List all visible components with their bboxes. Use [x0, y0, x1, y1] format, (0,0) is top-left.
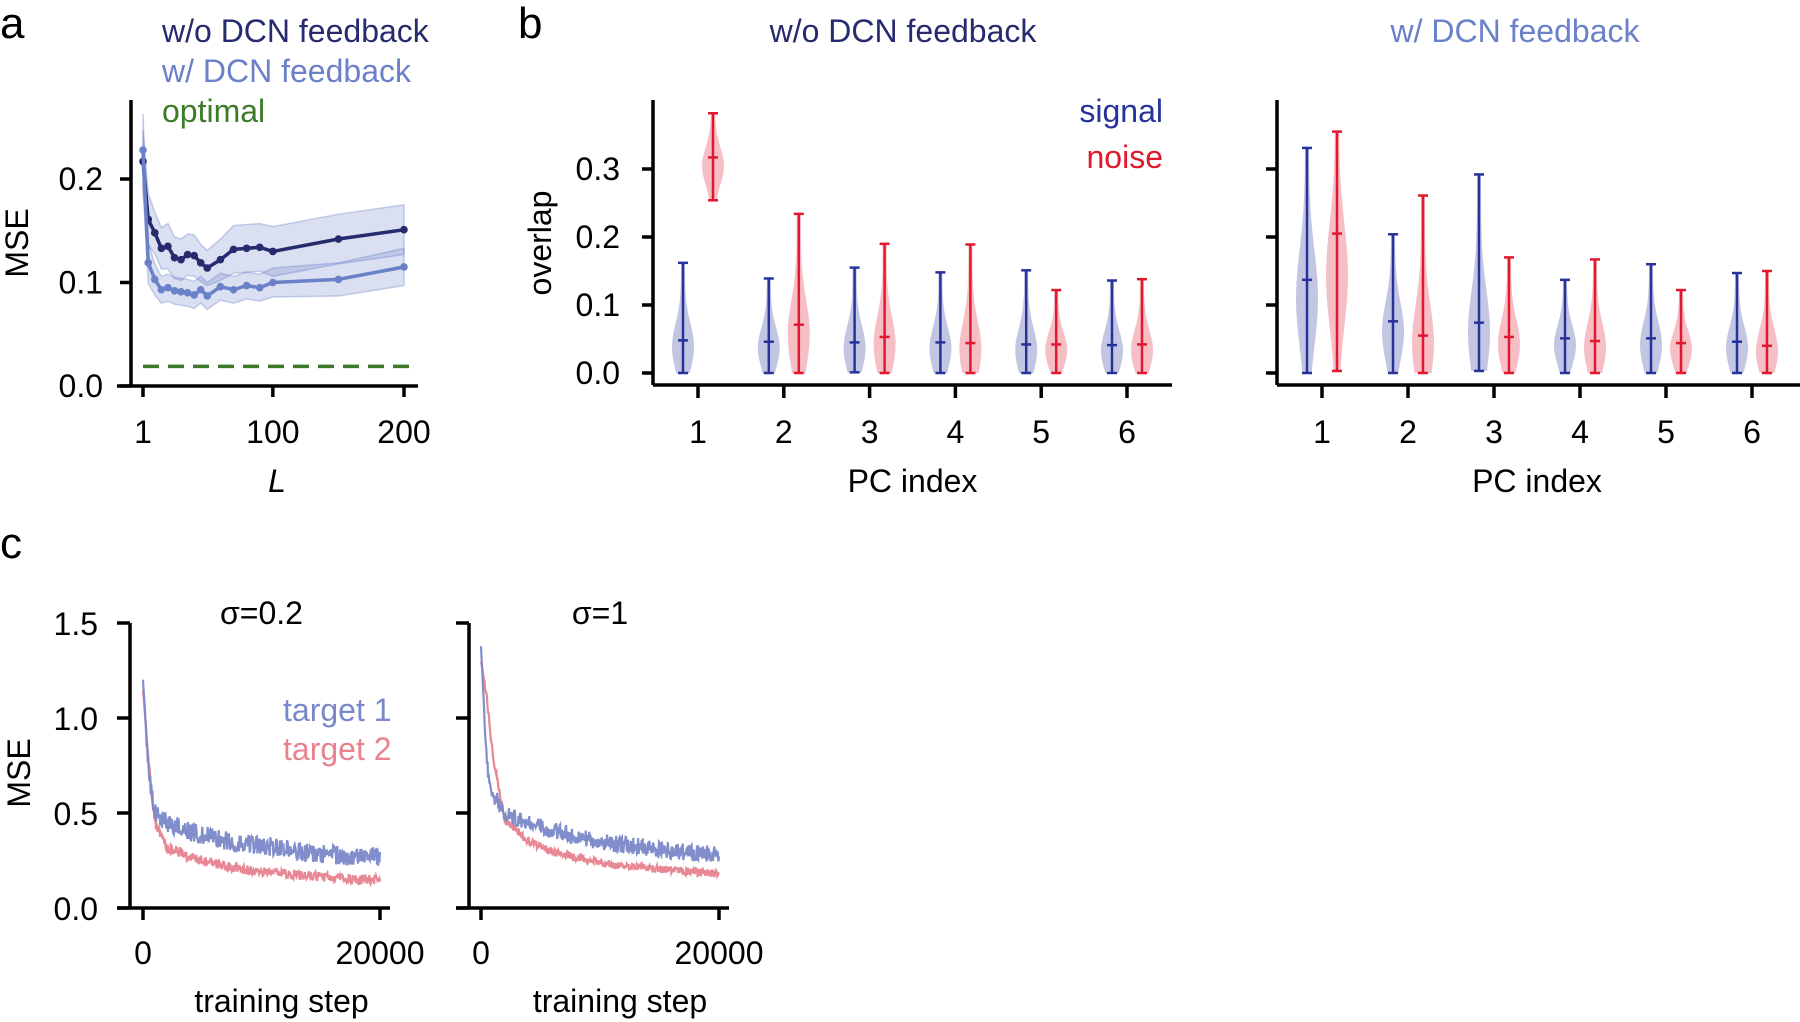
data-point — [164, 242, 172, 251]
data-point — [144, 259, 153, 267]
x-tick-label-b: 5 — [1032, 414, 1050, 450]
x-tick-label-a: 100 — [246, 414, 299, 450]
x-axis-label-c: training step — [194, 983, 368, 1019]
y-axis-label-c: MSE — [1, 738, 37, 807]
panel-title-c: σ=0.2 — [220, 595, 303, 631]
data-point — [334, 275, 343, 284]
data-point — [170, 286, 179, 295]
y-tick-label-c: 0.0 — [54, 891, 98, 927]
data-point — [242, 244, 251, 253]
data-point — [255, 243, 264, 252]
data-point — [139, 146, 147, 154]
x-tick-label-b: 3 — [1485, 414, 1503, 450]
x-tick-label-a: 1 — [134, 414, 152, 450]
y-tick-label-b: 0.3 — [576, 151, 620, 187]
data-point — [229, 285, 238, 294]
data-point — [177, 288, 185, 296]
training-curve-target-1 — [141, 679, 382, 866]
y-tick-label-c: 0.5 — [54, 796, 98, 832]
y-tick-label-a: 0.2 — [59, 161, 103, 197]
y-axis-label-a: MSE — [0, 208, 35, 277]
training-curve-target-2 — [479, 661, 720, 880]
x-tick-label-b: 3 — [861, 414, 879, 450]
data-point — [196, 259, 205, 267]
data-point — [203, 264, 212, 272]
data-point — [203, 292, 212, 300]
y-tick-label-b: 0.0 — [576, 355, 620, 391]
x-tick-label-c: 20000 — [336, 935, 425, 971]
training-curve-target-1 — [479, 646, 721, 864]
x-tick-label-b: 2 — [775, 414, 793, 450]
y-axis-label-b: overlap — [522, 191, 558, 296]
x-axis-label-b: PC index — [1472, 463, 1602, 499]
legend-entry: optimal — [162, 93, 265, 129]
x-tick-label-b: 6 — [1743, 414, 1761, 450]
x-axis-label-a: L — [268, 463, 286, 499]
legend-signal: signal — [1079, 93, 1163, 129]
y-tick-label-a: 0.0 — [59, 368, 103, 404]
error-band-0 — [142, 130, 405, 287]
data-point — [400, 263, 408, 271]
data-point — [334, 235, 343, 243]
y-tick-label-b: 0.2 — [576, 219, 620, 255]
x-tick-label-b: 4 — [947, 414, 965, 450]
x-tick-label-b: 5 — [1657, 414, 1675, 450]
data-point — [157, 285, 166, 294]
x-tick-label-c: 20000 — [675, 935, 764, 971]
y-tick-label-c: 1.0 — [54, 701, 98, 737]
x-tick-label-b: 1 — [689, 414, 707, 450]
x-tick-label-b: 2 — [1399, 414, 1417, 450]
panel-title-b-left: w/o DCN feedback — [769, 13, 1038, 49]
x-tick-label-c: 0 — [134, 935, 152, 971]
data-point — [269, 278, 277, 287]
data-point — [242, 281, 251, 290]
data-point — [190, 291, 198, 299]
panel-label-c: c — [0, 519, 22, 568]
x-tick-label-b: 1 — [1313, 414, 1331, 450]
x-axis-label-c: training step — [533, 983, 707, 1019]
x-tick-label-b: 4 — [1571, 414, 1589, 450]
data-point — [190, 251, 198, 260]
data-point — [255, 283, 264, 292]
legend-entry: w/ DCN feedback — [161, 53, 412, 89]
panel-label-b: b — [518, 0, 542, 48]
data-point — [151, 229, 159, 237]
legend-noise: noise — [1087, 139, 1164, 175]
legend-target-1: target 1 — [283, 692, 392, 728]
data-point — [164, 283, 172, 292]
y-tick-label-a: 0.1 — [59, 265, 103, 301]
y-tick-label-c: 1.5 — [54, 606, 98, 642]
panel-title-c: σ=1 — [572, 595, 628, 631]
x-tick-label-a: 200 — [377, 414, 430, 450]
data-point — [177, 255, 185, 264]
data-point — [196, 285, 205, 294]
legend-entry: w/o DCN feedback — [161, 13, 430, 49]
legend-target-2: target 2 — [283, 731, 392, 767]
y-tick-label-b: 0.1 — [576, 287, 620, 323]
data-point — [216, 255, 225, 264]
training-curve-target-2 — [141, 690, 382, 888]
data-point — [170, 253, 179, 262]
data-point — [151, 275, 159, 284]
data-point — [157, 244, 166, 253]
data-point — [400, 225, 408, 234]
panel-title-b-right: w/ DCN feedback — [1390, 13, 1641, 49]
data-point — [216, 282, 225, 291]
panel-label-a: a — [0, 0, 25, 48]
x-axis-label-b: PC index — [848, 463, 978, 499]
x-tick-label-b: 6 — [1118, 414, 1136, 450]
data-point — [269, 247, 277, 256]
data-point — [183, 289, 192, 297]
data-point — [229, 245, 238, 254]
data-point — [183, 250, 192, 259]
x-tick-label-c: 0 — [472, 935, 490, 971]
